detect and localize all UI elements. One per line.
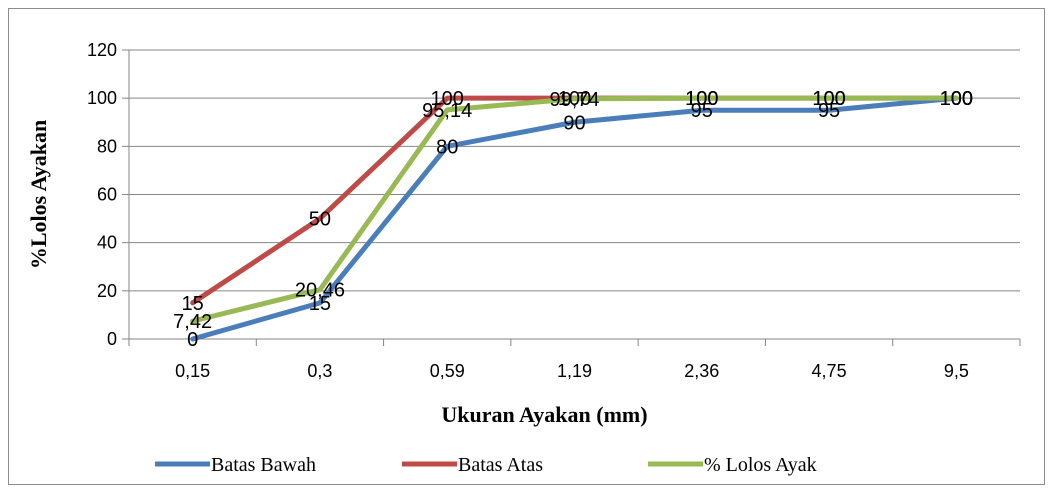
data-label: 80 (436, 136, 458, 158)
legend-item: Batas Atas (402, 454, 543, 476)
data-label: 15 (309, 293, 331, 315)
data-label: 100 (812, 88, 845, 110)
x-tick-label: 0,59 (430, 361, 465, 381)
data-label: 7,42 (173, 311, 212, 333)
series-line (190, 95, 959, 324)
data-label: 100 (685, 88, 718, 110)
data-label: 100 (940, 88, 973, 110)
legend-label: % Lolos Ayak (704, 454, 817, 476)
data-label: 95,14 (422, 100, 472, 122)
chart-frame: 0 20 40 60 80 100 120 0,15 0,3 0,59 1,19 2,36 4,75 9,… (8, 8, 1045, 485)
data-label: 99,74 (549, 89, 599, 111)
data-label: 15 (182, 293, 204, 315)
y-tick-label: 100 (87, 88, 117, 108)
x-axis-title: Ukuran Ayakan (mm) (441, 402, 647, 427)
y-tick-label: 0 (107, 329, 117, 349)
y-tick-label: 40 (97, 233, 117, 253)
series-lines (190, 95, 959, 342)
x-tick-label: 0,15 (175, 361, 210, 381)
y-axis-title: %Lolos Ayakan (26, 120, 51, 269)
legend-label: Batas Bawah (211, 454, 316, 476)
data-label: 50 (309, 209, 331, 231)
x-tick-label: 1,19 (557, 361, 592, 381)
series-line (190, 95, 959, 342)
data-label: 95 (691, 100, 713, 122)
data-label: 90 (563, 112, 585, 134)
x-tick-label: 2,36 (684, 361, 719, 381)
legend-label: Batas Atas (458, 454, 543, 476)
y-tick-label: 60 (97, 185, 117, 205)
y-tick-label: 120 (87, 40, 117, 60)
y-tick-label: 80 (97, 136, 117, 156)
y-tick-label: 20 (97, 281, 117, 301)
data-label: 100 (940, 88, 973, 110)
legend-item: Batas Bawah (155, 454, 316, 476)
data-label: 100 (812, 88, 845, 110)
x-tick-label: 4,75 (812, 361, 847, 381)
axes: 0 20 40 60 80 100 120 0,15 0,3 0,59 1,19 2,36 4,75 9,… (87, 40, 1021, 381)
data-label: 100 (940, 88, 973, 110)
data-label: 0 (187, 329, 198, 351)
data-label: 100 (431, 88, 464, 110)
data-label: 100 (685, 88, 718, 110)
line-chart: 0 20 40 60 80 100 120 0,15 0,3 0,59 1,19 2,36 4,75 9,… (26, 40, 1021, 476)
x-tick-label: 9,5 (944, 361, 969, 381)
legend-item: % Lolos Ayak (648, 454, 817, 476)
data-label: 100 (558, 88, 591, 110)
x-tick-label: 0,3 (307, 361, 332, 381)
data-label: 95 (818, 100, 840, 122)
legend: Batas Bawah Batas Atas % Lolos Ayak (155, 454, 817, 476)
data-label: 20,46 (295, 280, 345, 302)
